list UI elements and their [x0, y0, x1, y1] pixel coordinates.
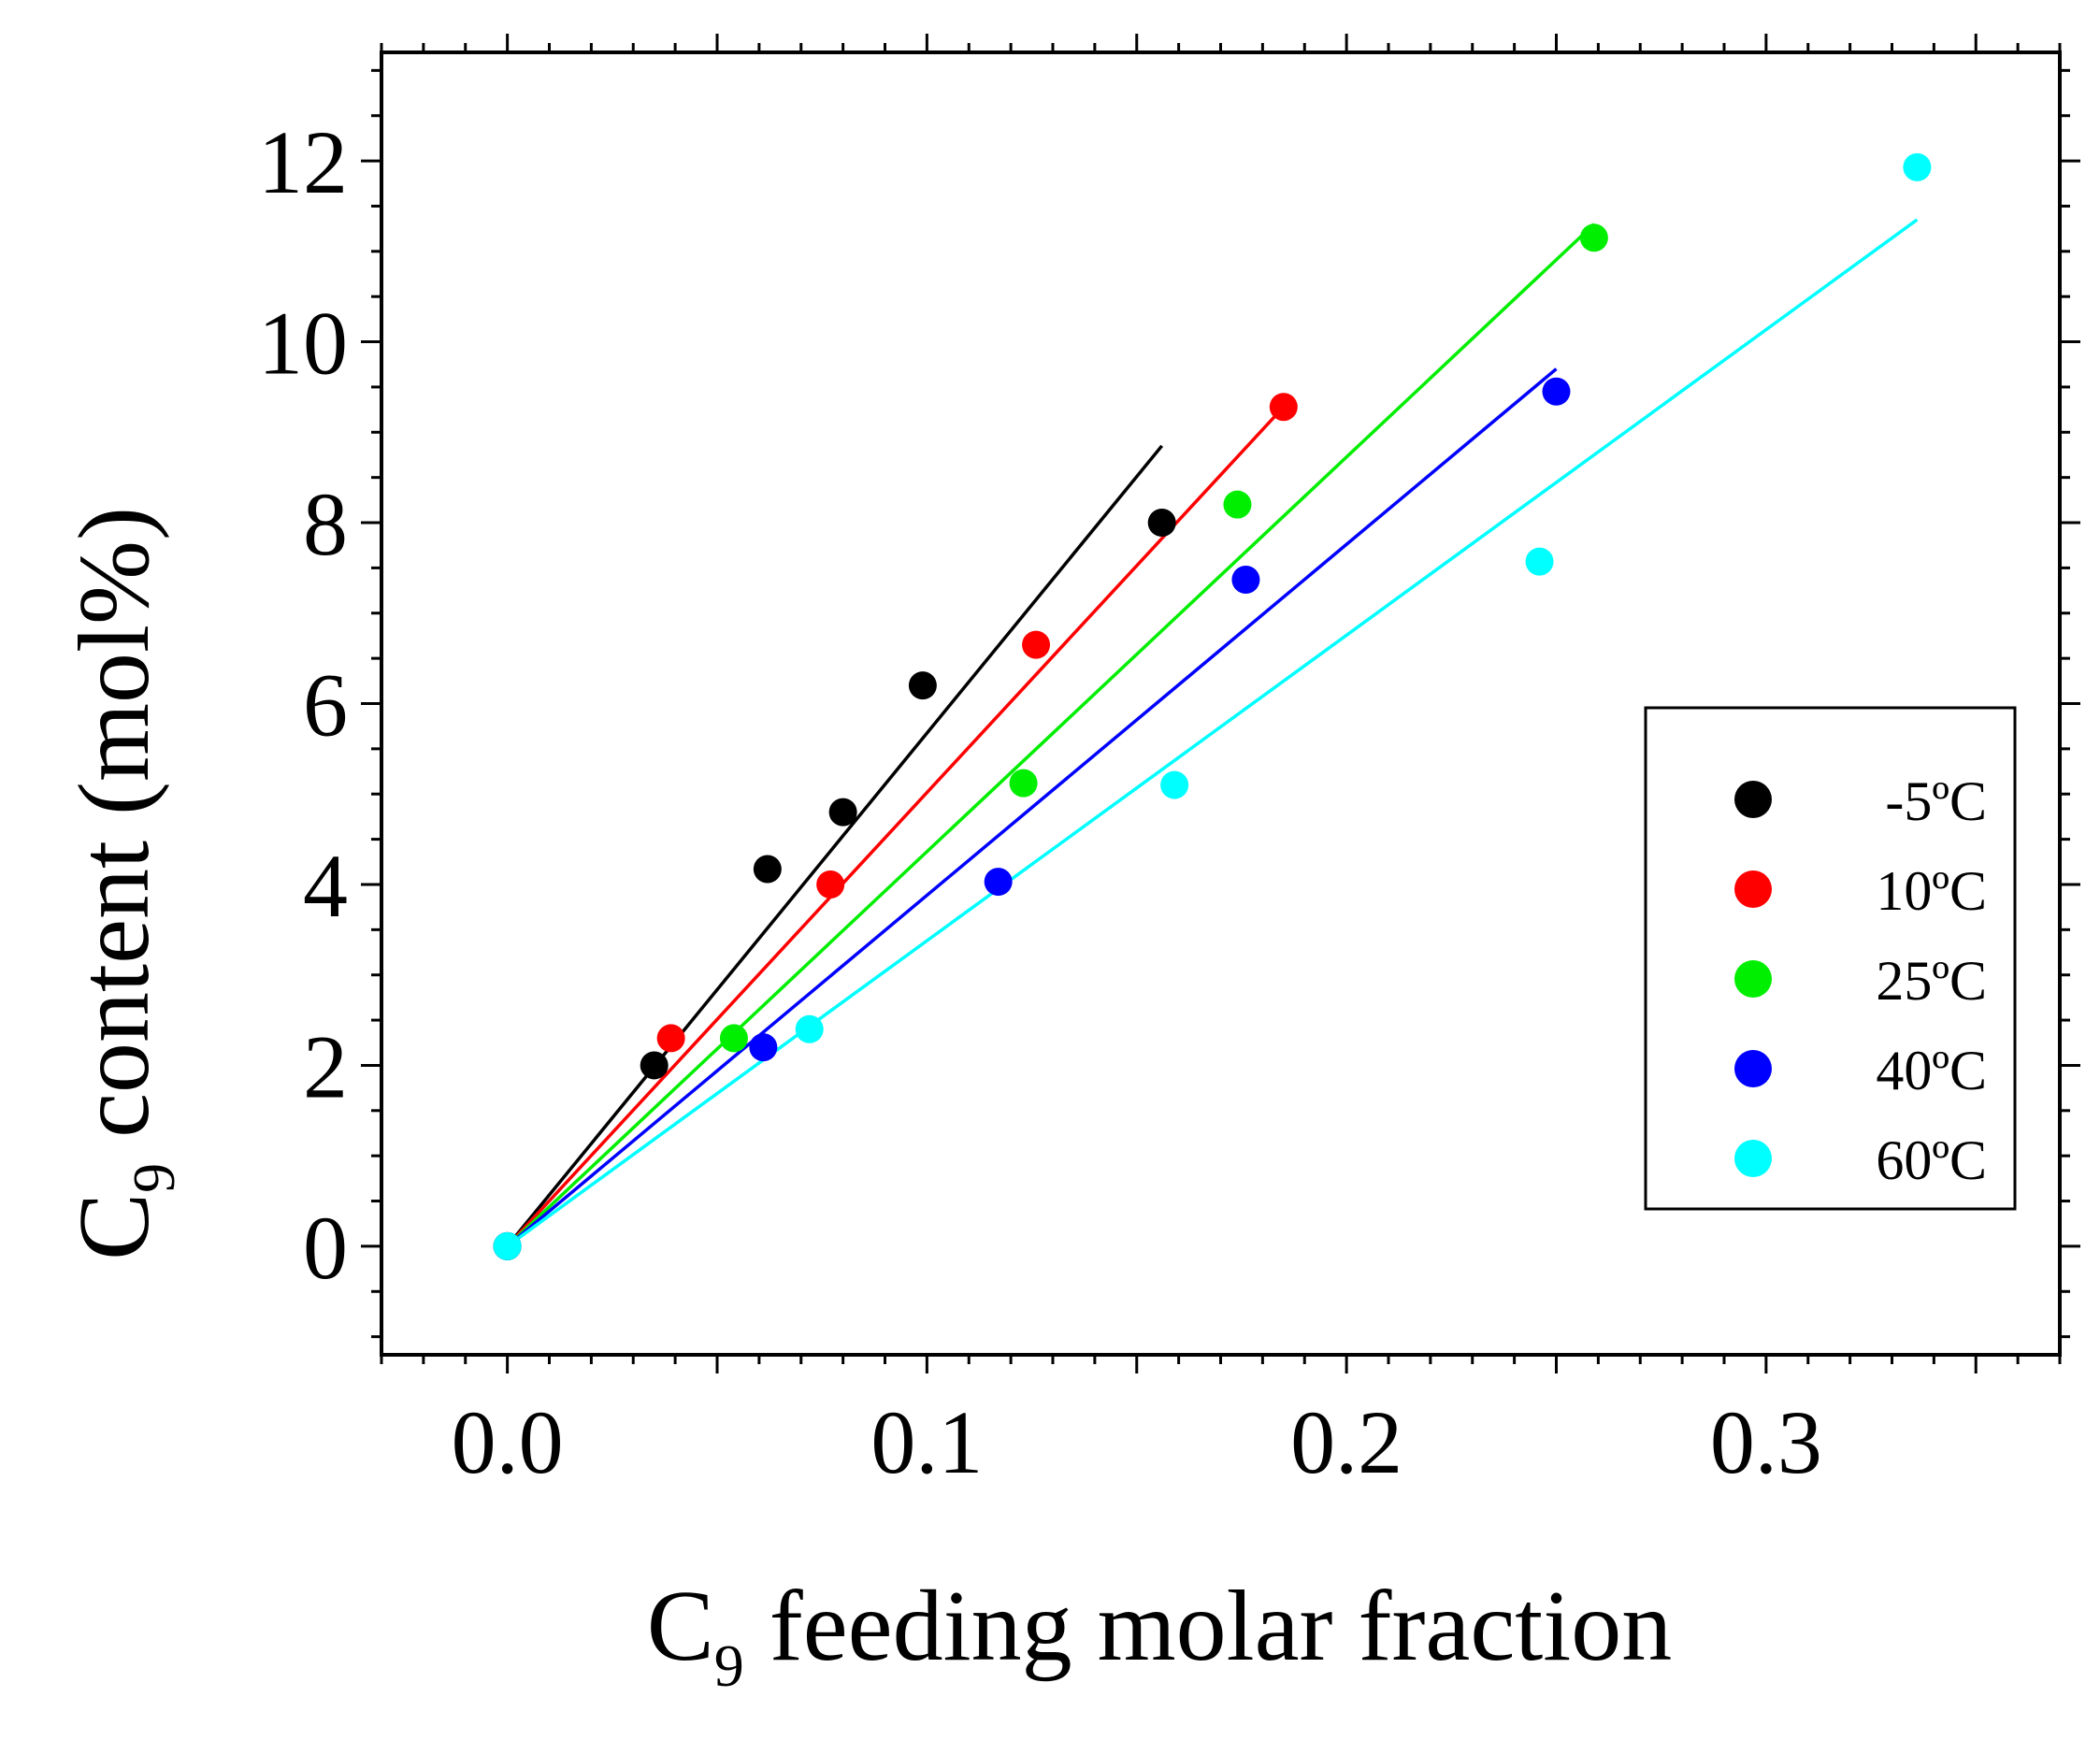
- data-point: [1903, 152, 1932, 181]
- data-point: [1579, 223, 1608, 252]
- data-point: [908, 671, 937, 700]
- data-point: [1269, 393, 1298, 422]
- fit-line: [506, 223, 1596, 1248]
- x-axis-label-subscript: 9: [714, 1632, 744, 1699]
- y-tick-label: 10: [258, 294, 348, 394]
- y-axis-label-subscript: 9: [121, 1163, 187, 1193]
- axes: 0.0 0.1 0.2 0.3 0 2 4 6 8 10 12: [258, 34, 2080, 1492]
- y-tick-label: 0: [303, 1198, 348, 1298]
- x-tick-label: 0.2: [1290, 1392, 1402, 1492]
- data-point: [828, 798, 857, 827]
- legend-marker: [1734, 1140, 1772, 1177]
- x-axis-label: C9 feeding molar fraction: [647, 1571, 1673, 1699]
- legend-marker: [1734, 781, 1772, 818]
- data-point: [1525, 547, 1554, 576]
- data-point: [1009, 769, 1038, 798]
- data-point: [795, 1014, 824, 1043]
- x-tick-label: 0.0: [452, 1392, 564, 1492]
- data-point: [816, 870, 845, 899]
- y-tick-label: 2: [303, 1016, 348, 1116]
- legend-box: [1644, 706, 2017, 1211]
- data-point: [1231, 565, 1260, 594]
- data-point: [493, 1231, 522, 1260]
- data-point: [719, 1024, 748, 1053]
- data-point: [984, 868, 1013, 897]
- data-point: [753, 855, 782, 884]
- data-point: [1160, 770, 1189, 799]
- data-point: [640, 1051, 669, 1080]
- x-tick-label: 0.3: [1710, 1392, 1822, 1492]
- y-tick-label: 8: [303, 474, 348, 574]
- data-point: [1147, 509, 1176, 538]
- y-axis-label: C9 content (mol%): [59, 507, 187, 1260]
- legend-label: 10ºC: [1876, 860, 1987, 922]
- x-axis-label-prefix: C: [647, 1571, 714, 1682]
- legend-marker: [1734, 870, 1772, 908]
- fit-line: [506, 406, 1286, 1248]
- legend-label: -5ºC: [1885, 770, 1987, 832]
- x-axis-label-rest: feeding molar fraction: [744, 1571, 1673, 1682]
- legend-label: 25ºC: [1876, 950, 1987, 1012]
- legend-marker: [1734, 1050, 1772, 1087]
- fit-line: [506, 218, 1919, 1248]
- y-tick-label: 6: [303, 655, 348, 755]
- legend: -5ºC 10ºC 25ºC 40ºC 60ºC: [1644, 706, 2017, 1211]
- data-point: [1542, 377, 1571, 406]
- x-tick-label: 0.1: [870, 1392, 983, 1492]
- y-tick-label: 12: [258, 112, 348, 212]
- legend-marker: [1734, 960, 1772, 998]
- data-point: [656, 1024, 685, 1053]
- y-axis-label-rest: content (mol%): [59, 507, 170, 1163]
- fit-line: [506, 367, 1558, 1248]
- data-point: [749, 1033, 778, 1062]
- data-points: [493, 152, 1932, 1260]
- y-axis-label-prefix: C: [59, 1193, 170, 1260]
- legend-label: 40ºC: [1876, 1040, 1987, 1101]
- y-tick-label: 4: [303, 836, 348, 936]
- fit-line: [506, 444, 1164, 1248]
- data-point: [1223, 490, 1252, 519]
- legend-label: 60ºC: [1876, 1129, 1987, 1191]
- fit-lines: [506, 218, 1919, 1248]
- data-point: [1022, 630, 1051, 659]
